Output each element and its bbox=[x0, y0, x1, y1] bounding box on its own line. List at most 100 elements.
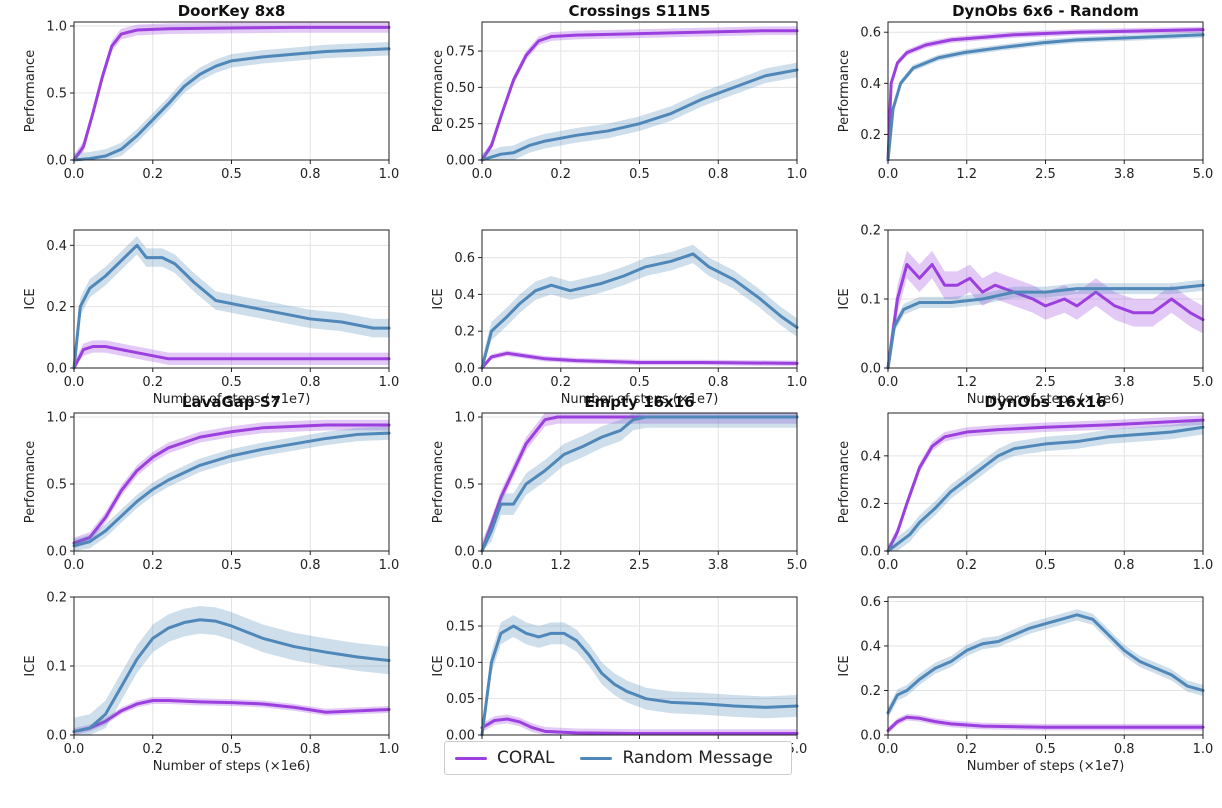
x-tick-label: 5.0 bbox=[1193, 167, 1214, 182]
y-tick-label: 0.0 bbox=[46, 729, 67, 744]
y-tick-label: 0.6 bbox=[454, 251, 475, 266]
y-tick-label: 0.6 bbox=[860, 595, 881, 610]
x-tick-label: 0.0 bbox=[878, 742, 899, 757]
series-line-random-message bbox=[480, 415, 799, 553]
y-tick-label: 0.50 bbox=[446, 81, 475, 96]
series-line-coral bbox=[480, 415, 799, 553]
series-line-coral bbox=[886, 28, 1205, 162]
band-coral bbox=[482, 714, 797, 735]
x-tick-label: 1.2 bbox=[956, 167, 977, 182]
subplot-title: DynObs 6x6 - Random bbox=[952, 2, 1139, 20]
y-axis-label: Performance bbox=[837, 441, 852, 523]
x-tick-label: 0.0 bbox=[472, 558, 493, 573]
y-tick-label: 0.1 bbox=[860, 293, 881, 308]
x-tick-label: 0.0 bbox=[472, 167, 493, 182]
band-coral bbox=[74, 697, 389, 735]
legend-label-random: Random Message bbox=[622, 748, 773, 768]
x-tick-label: 0.5 bbox=[629, 167, 650, 182]
y-tick-label: 0.4 bbox=[46, 239, 67, 254]
band-random-message bbox=[482, 62, 797, 160]
x-tick-label: 0.8 bbox=[300, 742, 321, 757]
x-tick-label: 5.0 bbox=[1193, 375, 1214, 390]
y-tick-label: 0.0 bbox=[454, 362, 475, 377]
subplot-10: 0.0 0.2 0.5 0.8 1.0 0.0 0.1 0.2 Number of steps … bbox=[23, 591, 399, 775]
x-tick-label: 0.2 bbox=[142, 742, 163, 757]
y-tick-label: 0.2 bbox=[454, 325, 475, 340]
series-line-coral bbox=[480, 717, 799, 736]
legend-item-random: Random Message bbox=[580, 748, 773, 768]
series-line-random-message bbox=[480, 68, 799, 162]
x-tick-label: 0.2 bbox=[550, 167, 571, 182]
y-tick-label: 0.5 bbox=[46, 87, 67, 102]
subplot-title: LavaGap S7 bbox=[182, 393, 281, 411]
subplot-4: 0.0 0.2 0.5 0.8 1.0 0.0 0.2 0.4 Number of steps … bbox=[23, 229, 400, 407]
y-tick-label: 0.4 bbox=[454, 288, 475, 303]
x-tick-label: 1.0 bbox=[787, 375, 808, 390]
y-axis-label: ICE bbox=[431, 288, 446, 309]
y-tick-label: 0.2 bbox=[46, 591, 67, 606]
x-tick-label: 0.5 bbox=[1035, 558, 1056, 573]
x-tick-label: 0.2 bbox=[956, 742, 977, 757]
series-line-coral bbox=[480, 29, 799, 162]
series-line-random-message bbox=[72, 431, 391, 548]
band-random-message bbox=[74, 426, 389, 551]
series-line-coral bbox=[480, 351, 799, 370]
band-coral bbox=[888, 713, 1203, 734]
x-tick-label: 0.8 bbox=[708, 167, 729, 182]
x-axis-label: Number of steps (×1e6) bbox=[153, 759, 311, 774]
legend-swatch-random bbox=[580, 756, 613, 760]
y-tick-label: 0.2 bbox=[860, 497, 881, 512]
subplot-5: 0.0 0.2 0.5 0.8 1.0 0.0 0.2 0.4 0.6 Number of ste… bbox=[431, 229, 808, 407]
x-tick-label: 1.0 bbox=[1193, 742, 1214, 757]
x-tick-label: 1.0 bbox=[379, 742, 400, 757]
y-tick-label: 0.0 bbox=[454, 545, 475, 560]
subplot-1: 0.0 0.2 0.5 0.8 1.0 0.0 0.5 1.0 DoorKey 8x8 Perfo… bbox=[23, 2, 399, 182]
y-tick-label: 0.4 bbox=[860, 449, 881, 464]
y-tick-label: 0.00 bbox=[446, 729, 475, 744]
x-tick-label: 1.0 bbox=[1193, 558, 1214, 573]
y-axis-label: Performance bbox=[23, 50, 38, 132]
y-tick-label: 0.1 bbox=[46, 660, 67, 675]
x-axis-label: Number of steps (×1e7) bbox=[967, 759, 1125, 774]
x-tick-label: 0.5 bbox=[1035, 742, 1056, 757]
y-tick-label: 0.6 bbox=[860, 26, 881, 41]
x-tick-label: 2.5 bbox=[1035, 167, 1056, 182]
y-axis-label: Performance bbox=[23, 441, 38, 523]
x-tick-label: 0.8 bbox=[1114, 558, 1135, 573]
band-random-message bbox=[482, 413, 797, 551]
x-tick-label: 0.0 bbox=[878, 375, 899, 390]
y-tick-label: 0.2 bbox=[860, 684, 881, 699]
band-coral bbox=[74, 340, 389, 368]
y-tick-label: 1.0 bbox=[454, 411, 475, 426]
y-tick-label: 0.5 bbox=[46, 478, 67, 493]
x-tick-label: 0.8 bbox=[300, 375, 321, 390]
y-axis-label: ICE bbox=[23, 288, 38, 309]
y-axis-label: ICE bbox=[431, 655, 446, 676]
x-tick-label: 0.0 bbox=[878, 558, 899, 573]
x-tick-label: 1.0 bbox=[379, 375, 400, 390]
x-tick-label: 3.8 bbox=[1114, 375, 1135, 390]
y-tick-label: 0.0 bbox=[46, 154, 67, 169]
x-tick-label: 1.2 bbox=[550, 558, 571, 573]
y-tick-label: 0.05 bbox=[446, 692, 475, 707]
x-tick-label: 0.0 bbox=[64, 742, 85, 757]
y-tick-label: 0.10 bbox=[446, 656, 475, 671]
y-axis-label: Performance bbox=[837, 50, 852, 132]
x-axis-label: Number of steps (×1e6) bbox=[967, 392, 1125, 407]
x-tick-label: 1.0 bbox=[379, 167, 400, 182]
y-tick-label: 0.0 bbox=[46, 362, 67, 377]
x-tick-label: 1.0 bbox=[379, 558, 400, 573]
x-tick-label: 0.8 bbox=[1114, 742, 1135, 757]
x-tick-label: 0.8 bbox=[708, 375, 729, 390]
y-tick-label: 1.0 bbox=[46, 20, 67, 35]
band-coral bbox=[74, 419, 389, 549]
subplot-title: Crossings S11N5 bbox=[569, 2, 711, 20]
y-tick-label: 0.15 bbox=[446, 620, 475, 635]
y-axis-label: ICE bbox=[23, 655, 38, 676]
series-line-random-message bbox=[886, 33, 1205, 162]
x-tick-label: 0.2 bbox=[142, 375, 163, 390]
x-tick-label: 0.5 bbox=[221, 167, 242, 182]
y-tick-label: 1.0 bbox=[46, 411, 67, 426]
x-tick-label: 0.8 bbox=[300, 167, 321, 182]
